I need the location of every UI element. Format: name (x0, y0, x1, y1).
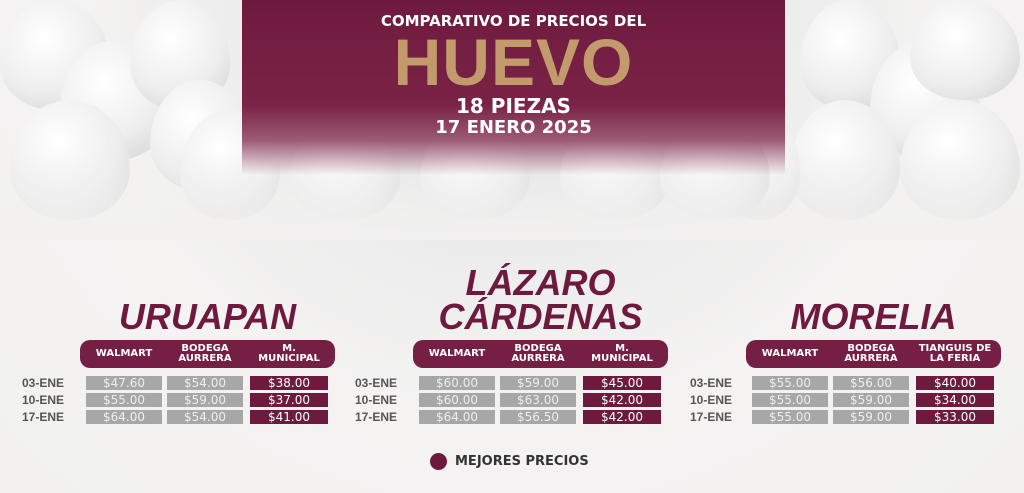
price-cell: $54.00 (167, 410, 243, 424)
price-cell: $59.00 (167, 393, 243, 407)
price-cell: $55.00 (752, 393, 828, 407)
row-date: 10-ENE (690, 393, 733, 407)
row-date: 10-ENE (22, 393, 65, 407)
legend: MEJORES PRECIOS (430, 453, 589, 470)
city-title: MORELIA (790, 296, 957, 337)
price-cell: $59.00 (833, 410, 909, 424)
price-cell: $47.60 (86, 376, 162, 390)
best-price-cell: $34.00 (916, 393, 994, 407)
header-pieces: 18 PIEZAS (456, 94, 571, 118)
best-price-cell: $41.00 (250, 410, 328, 424)
city-title: LÁZARO (465, 262, 616, 303)
legend-label: MEJORES PRECIOS (455, 454, 589, 469)
column-header: M. MUNICIPAL (258, 343, 320, 364)
price-cell: $64.00 (86, 410, 162, 424)
row-date: 03-ENE (355, 376, 398, 390)
price-cell: $60.00 (419, 393, 495, 407)
best-price-cell: $45.00 (583, 376, 661, 390)
row-date: 17-ENE (690, 410, 733, 424)
column-header: WALMART (95, 348, 153, 359)
price-cell: $63.00 (500, 393, 576, 407)
price-cell: $55.00 (86, 393, 162, 407)
city-title: URUAPAN (118, 296, 297, 337)
price-cell: $59.00 (833, 393, 909, 407)
header-subtitle: COMPARATIVO DE PRECIOS DEL (380, 12, 647, 30)
row-date: 03-ENE (690, 376, 733, 390)
best-price-cell: $40.00 (916, 376, 994, 390)
header-banner: COMPARATIVO DE PRECIOS DEL HUEVO 18 PIEZ… (242, 0, 785, 175)
row-date: 17-ENE (355, 410, 398, 424)
row-date: 17-ENE (22, 410, 65, 424)
column-header: WALMART (428, 348, 486, 359)
column-header: M. MUNICIPAL (591, 343, 653, 364)
price-cell: $55.00 (752, 376, 828, 390)
header-title: HUEVO (393, 25, 634, 99)
column-header: BODEGA AURRERA (844, 343, 898, 364)
price-cell: $56.50 (500, 410, 576, 424)
best-price-cell: $42.00 (583, 393, 661, 407)
header-date: 17 ENERO 2025 (435, 117, 592, 138)
price-cell: $56.00 (833, 376, 909, 390)
column-header-bar: WALMART BODEGA AURRERA M. MUNICIPAL (413, 340, 668, 368)
column-header: WALMART (761, 348, 819, 359)
price-cell: $54.00 (167, 376, 243, 390)
city-title: CÁRDENAS (438, 296, 643, 337)
column-header: BODEGA AURRERA (178, 343, 232, 364)
column-header: TIANGUIS DE LA FERIA (918, 343, 992, 364)
price-cell: $59.00 (500, 376, 576, 390)
column-header: BODEGA AURRERA (511, 343, 565, 364)
best-price-cell: $42.00 (583, 410, 661, 424)
row-date: 03-ENE (22, 376, 65, 390)
price-cell: $55.00 (752, 410, 828, 424)
best-price-cell: $33.00 (916, 410, 994, 424)
column-header-bar: WALMART BODEGA AURRERA TIANGUIS DE LA FERI… (746, 340, 1001, 368)
best-price-dot-icon (430, 453, 447, 470)
egg-image (910, 0, 1020, 100)
best-price-cell: $37.00 (250, 393, 328, 407)
price-cell: $60.00 (419, 376, 495, 390)
best-price-cell: $38.00 (250, 376, 328, 390)
price-cell: $64.00 (419, 410, 495, 424)
column-header-bar: WALMART BODEGA AURRERA M. MUNICIPAL (80, 340, 335, 368)
row-date: 10-ENE (355, 393, 398, 407)
